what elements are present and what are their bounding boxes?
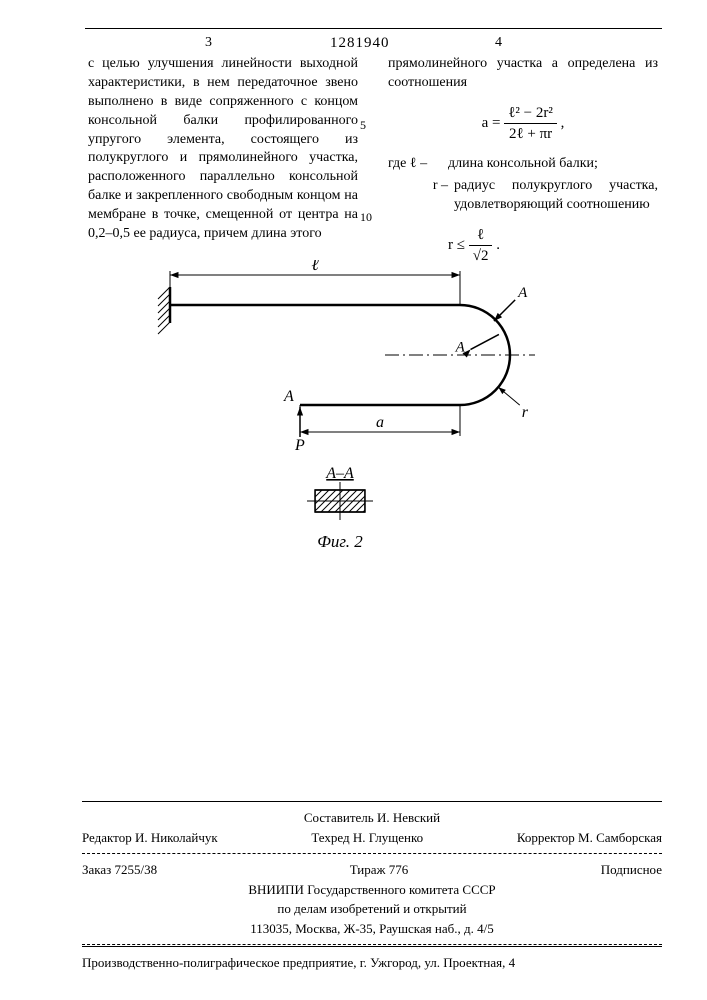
formula-r-lhs: r ≤ xyxy=(448,237,465,253)
right-intro: прямолинейного участка а определена из с… xyxy=(388,55,658,93)
document-number: 1281940 xyxy=(330,35,390,52)
footer-podpisnoe: Подписное xyxy=(601,860,662,880)
diagram-svg: ℓ a A P A Ar A–A Фиг. 2 xyxy=(120,260,590,570)
line-marker-10: 10 xyxy=(360,210,372,225)
where-l-symbol: где ℓ – xyxy=(388,154,448,174)
footer-corrector: Корректор М. Самборская xyxy=(517,828,662,848)
footer-tirazh: Тираж 776 xyxy=(350,860,409,880)
formula-a-comma: , xyxy=(561,115,565,131)
svg-text:a: a xyxy=(376,414,384,431)
footer-org2: по делам изобретений и открытий xyxy=(82,899,662,919)
svg-text:A: A xyxy=(517,285,528,301)
formula-a-lhs: a = xyxy=(482,115,501,131)
where-block: где ℓ – длина консольной балки; r – ради… xyxy=(388,154,658,215)
left-column: с целью улучшения линейности выходной ха… xyxy=(88,55,358,244)
page: 3 1281940 4 5 10 с целью улучшения линей… xyxy=(0,0,707,1000)
footer-addr: 113035, Москва, Ж-35, Раушская наб., д. … xyxy=(82,919,662,939)
footer: Составитель И. Невский Редактор И. Никол… xyxy=(82,795,662,973)
where-l-text: длина консольной балки; xyxy=(448,154,658,174)
where-r-text: радиус полукруглого участка, удовлетворя… xyxy=(454,176,658,215)
footer-order: Заказ 7255/38 xyxy=(82,860,157,880)
svg-text:A: A xyxy=(455,339,466,355)
footer-org1: ВНИИПИ Государственного комитета СССР xyxy=(82,880,662,900)
footer-compiler: Составитель И. Невский xyxy=(82,808,662,828)
left-column-text: с целью улучшения линейности выходной ха… xyxy=(88,56,358,241)
column-number-left: 3 xyxy=(205,35,212,51)
footer-printer: Производственно-полиграфическое предприя… xyxy=(82,953,662,973)
svg-text:r: r xyxy=(522,404,529,421)
formula-a-num: ℓ² − 2r² xyxy=(504,103,557,124)
svg-text:A: A xyxy=(283,388,294,405)
right-column: прямолинейного участка а определена из с… xyxy=(388,55,658,277)
formula-r-period: . xyxy=(496,237,500,253)
column-number-right: 4 xyxy=(495,35,502,51)
diagram: ℓ a A P A Ar A–A Фиг. 2 xyxy=(120,260,590,570)
top-rule xyxy=(85,28,662,29)
svg-text:Фиг. 2: Фиг. 2 xyxy=(317,532,363,551)
formula-a-den: 2ℓ + πr xyxy=(504,124,557,144)
svg-text:P: P xyxy=(294,437,305,454)
formula-r-num: ℓ xyxy=(469,225,493,246)
svg-text:A–A: A–A xyxy=(325,465,354,482)
where-r-symbol: r – xyxy=(388,176,454,215)
footer-editor: Редактор И. Николайчук xyxy=(82,828,218,848)
svg-text:ℓ: ℓ xyxy=(311,260,319,274)
formula-a: a = ℓ² − 2r² 2ℓ + πr , xyxy=(388,103,658,145)
footer-techred: Техред Н. Глущенко xyxy=(311,828,423,848)
line-marker-5: 5 xyxy=(360,118,366,133)
